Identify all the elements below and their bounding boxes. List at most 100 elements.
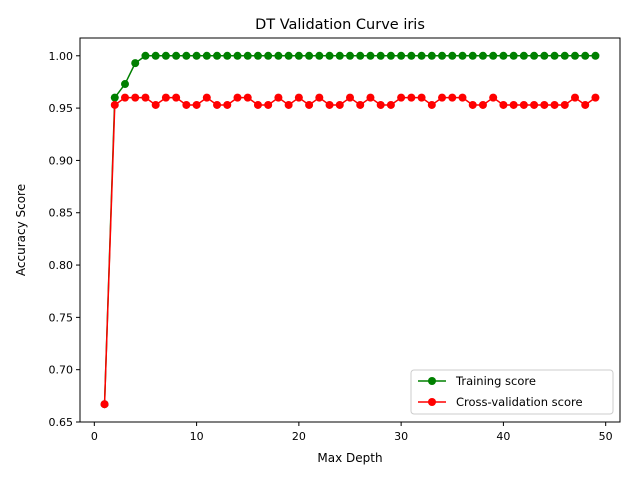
data-point [213,51,222,60]
data-point [397,93,406,102]
series-line [103,96,596,405]
plot-frame [79,37,621,423]
data-point [376,100,385,109]
data-point [530,100,539,109]
series-training-score [100,51,600,409]
y-tick-label: 0.85 [49,207,74,220]
data-point [438,93,447,102]
data-point [571,93,579,102]
y-tick-label: 0.65 [49,416,74,429]
y-tick-label: 0.70 [49,364,74,377]
series-cross-validation-score [100,93,600,409]
x-axis: 0 10 20 30 40 50 [91,422,613,443]
data-point [182,100,191,109]
data-point [407,51,416,60]
data-point [540,100,549,109]
data-point [284,100,293,109]
data-point [591,51,600,60]
data-point [325,51,334,60]
data-point [468,100,477,109]
data-point [325,100,334,109]
x-tick-label: 30 [394,430,408,443]
y-tick-label: 0.95 [49,102,74,115]
data-point [346,93,354,102]
data-point [121,80,129,89]
plot-area [100,51,600,409]
chart-title: DT Validation Curve iris [255,17,425,33]
legend-swatch-marker [428,377,436,385]
data-point [478,100,487,109]
y-axis-label: Accuracy Score [14,184,28,276]
data-point [264,51,273,60]
data-point [243,93,252,102]
data-point [305,100,314,109]
y-tick-label: 0.75 [49,311,74,324]
data-point [294,51,303,60]
x-tick-label: 40 [496,430,510,443]
data-point [100,400,109,409]
data-point [233,51,242,60]
data-point [540,51,549,60]
data-point [356,100,365,109]
data-point [213,100,222,109]
data-point [448,51,457,60]
data-point [192,51,201,60]
data-point [448,93,457,102]
data-point [519,51,528,60]
data-point [458,51,467,60]
data-point [233,93,242,102]
data-point [182,51,191,60]
data-point [509,51,518,60]
data-point [274,51,283,60]
data-point [315,93,324,102]
data-point [386,100,395,109]
data-point [131,93,140,102]
legend: Training score Cross-validation score [410,369,614,415]
data-point [417,51,426,60]
data-point [141,93,150,102]
data-point [530,51,539,60]
data-point [489,93,498,102]
data-point [489,51,498,60]
data-point [192,100,201,109]
data-point [356,51,365,60]
data-point [571,51,579,60]
data-point [458,93,467,102]
data-point [499,51,508,60]
data-point [161,51,170,60]
data-point [315,51,324,60]
data-point [141,51,150,60]
data-point [151,100,160,109]
data-point [397,51,406,60]
data-point [335,51,344,60]
data-point [121,93,129,102]
data-point [550,100,559,109]
data-point [519,100,528,109]
data-point [223,100,232,109]
data-point [366,51,375,60]
data-point [509,100,518,109]
y-tick-label: 0.90 [49,154,74,167]
data-point [253,51,262,60]
data-point [253,100,262,109]
legend-label: Cross-validation score [456,395,583,409]
x-axis-label: Max Depth [317,451,382,465]
data-point [202,51,211,60]
data-point [274,93,283,102]
data-point [417,93,426,102]
data-point [427,51,436,60]
x-tick-label: 0 [91,430,98,443]
y-tick-label: 0.80 [49,259,74,272]
x-tick-label: 10 [190,430,204,443]
data-point [161,93,170,102]
data-point [110,100,119,109]
data-point [243,51,252,60]
data-point [581,51,590,60]
legend-frame [410,369,614,415]
data-point [294,93,303,102]
data-point [202,93,211,102]
data-point [560,51,569,60]
x-tick-label: 50 [599,430,613,443]
